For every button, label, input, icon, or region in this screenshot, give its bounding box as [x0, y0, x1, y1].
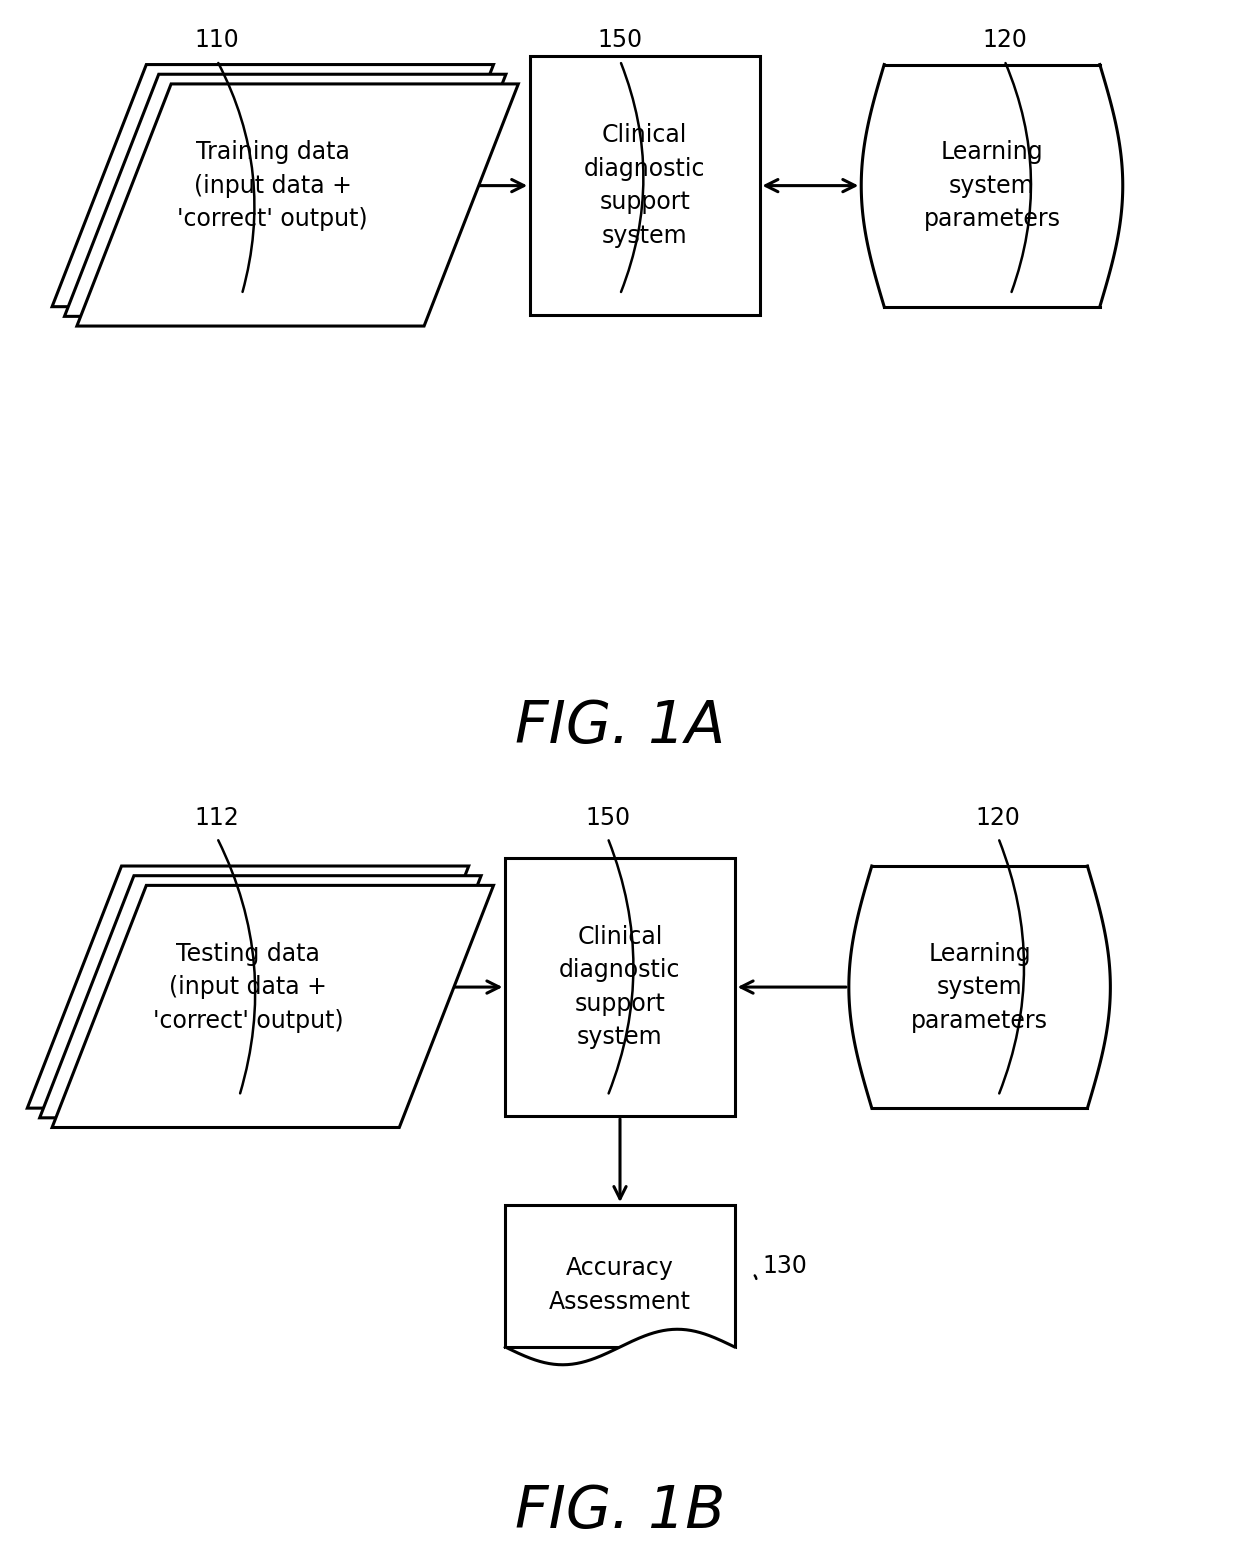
- Polygon shape: [52, 885, 494, 1127]
- Bar: [872, 866, 1087, 1108]
- Text: FIG. 1A: FIG. 1A: [515, 698, 725, 754]
- Text: FIG. 1B: FIG. 1B: [515, 1484, 725, 1540]
- Bar: [506, 858, 734, 1116]
- Text: 112: 112: [195, 805, 239, 830]
- Text: Testing data
(input data +
'correct' output): Testing data (input data + 'correct' out…: [153, 942, 343, 1032]
- Text: Clinical
diagnostic
support
system: Clinical diagnostic support system: [559, 925, 681, 1049]
- Bar: [884, 65, 1100, 307]
- Text: Accuracy
Assessment: Accuracy Assessment: [549, 1256, 691, 1313]
- Text: Learning
system
parameters: Learning system parameters: [911, 942, 1048, 1032]
- Text: Learning
system
parameters: Learning system parameters: [924, 140, 1060, 231]
- Polygon shape: [862, 65, 1122, 307]
- Text: 150: 150: [585, 805, 630, 830]
- Text: 130: 130: [763, 1254, 807, 1277]
- Text: 110: 110: [195, 28, 239, 53]
- Text: Clinical
diagnostic
support
system: Clinical diagnostic support system: [584, 123, 706, 248]
- Text: 120: 120: [976, 805, 1021, 830]
- Bar: [531, 56, 759, 315]
- Polygon shape: [40, 875, 481, 1117]
- Text: 120: 120: [982, 28, 1027, 53]
- Polygon shape: [64, 74, 506, 317]
- Polygon shape: [27, 866, 469, 1108]
- Text: Training data
(input data +
'correct' output): Training data (input data + 'correct' ou…: [177, 140, 368, 231]
- Text: 150: 150: [598, 28, 642, 53]
- Polygon shape: [52, 65, 494, 307]
- Bar: [506, 1204, 734, 1347]
- Polygon shape: [77, 84, 518, 326]
- Polygon shape: [849, 866, 1110, 1108]
